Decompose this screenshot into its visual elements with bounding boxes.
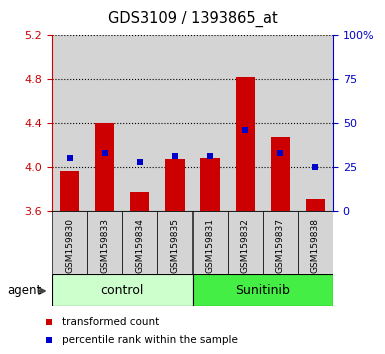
Text: GSM159832: GSM159832 <box>241 218 250 273</box>
Bar <box>271 137 290 211</box>
Bar <box>95 123 114 211</box>
Bar <box>263 211 298 274</box>
Text: GSM159834: GSM159834 <box>135 218 144 273</box>
Bar <box>192 274 333 306</box>
Bar <box>192 35 228 211</box>
Bar <box>306 199 325 211</box>
Bar <box>52 35 87 211</box>
Text: GSM159831: GSM159831 <box>206 218 214 273</box>
Text: Sunitinib: Sunitinib <box>235 284 290 297</box>
Bar <box>228 35 263 211</box>
Text: control: control <box>100 284 144 297</box>
Bar <box>192 211 228 274</box>
Bar <box>298 211 333 274</box>
Bar <box>157 35 192 211</box>
Text: GSM159833: GSM159833 <box>100 218 109 273</box>
Bar <box>236 77 255 211</box>
Bar <box>228 211 263 274</box>
Text: GSM159837: GSM159837 <box>276 218 285 273</box>
Bar <box>52 211 87 274</box>
Text: GSM159835: GSM159835 <box>171 218 179 273</box>
Bar <box>165 159 184 211</box>
Bar <box>201 158 220 211</box>
Text: GSM159830: GSM159830 <box>65 218 74 273</box>
Text: transformed count: transformed count <box>62 316 159 327</box>
Bar <box>263 35 298 211</box>
Text: GSM159838: GSM159838 <box>311 218 320 273</box>
Bar <box>87 211 122 274</box>
Bar <box>157 211 192 274</box>
Bar <box>298 35 333 211</box>
Bar <box>122 35 157 211</box>
Text: percentile rank within the sample: percentile rank within the sample <box>62 335 238 346</box>
Bar <box>60 171 79 211</box>
Bar <box>87 35 122 211</box>
Bar <box>122 211 157 274</box>
Text: GDS3109 / 1393865_at: GDS3109 / 1393865_at <box>108 11 277 27</box>
Bar <box>130 192 149 211</box>
Text: agent: agent <box>8 285 42 297</box>
Bar <box>52 274 192 306</box>
